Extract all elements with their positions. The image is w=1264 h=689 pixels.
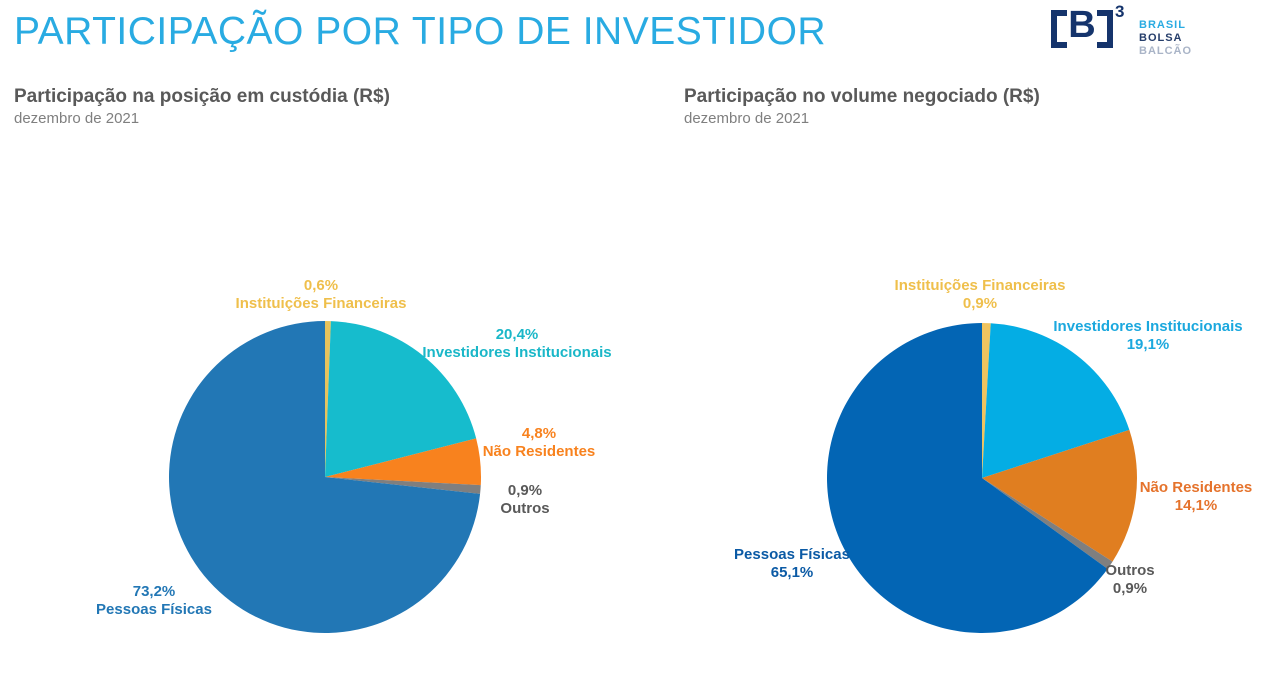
logo-word-brasil: BRASIL <box>1139 19 1186 31</box>
right-chart-subtitle: dezembro de 2021 <box>684 110 810 127</box>
pie-slice-nao-residentes <box>982 429 1137 562</box>
pie-slice-pessoas-fisicas <box>827 323 1108 633</box>
pie-slice-instituicoes-financeiras <box>325 321 331 477</box>
pie-slice-outros <box>982 478 1113 569</box>
left-chart-header: Participação na posição em custódia (R$)… <box>14 86 390 127</box>
left-chart-title: Participação na posição em custódia (R$) <box>14 86 390 107</box>
pie-slice-investidores-institucionais <box>325 321 477 477</box>
logo-word-bolsa: BOLSA <box>1139 32 1183 44</box>
b3-logo-wordmark: BRASIL BOLSA BALCÃO <box>1139 19 1192 58</box>
b3-logo-mark: B 3 <box>1051 2 1129 60</box>
pie-slice-pessoas-fisicas <box>168 321 481 633</box>
pie-slice-instituicoes-financeiras <box>982 323 991 478</box>
logo-bracket-right-icon <box>1097 10 1113 48</box>
left-chart-subtitle: dezembro de 2021 <box>14 110 140 127</box>
pie-slice-nao-residentes <box>325 438 482 486</box>
b3-logo: B 3 BRASIL BOLSA BALCÃO <box>1051 2 1192 60</box>
logo-bracket-left-icon <box>1051 10 1067 48</box>
logo-word-balcao: BALCÃO <box>1139 45 1193 57</box>
pie-slice-outros <box>325 477 481 494</box>
page-title: PARTICIPAÇÃO POR TIPO DE INVESTIDOR <box>14 10 827 53</box>
right-chart-header: Participação no volume negociado (R$) de… <box>684 86 1040 127</box>
logo-letter: B <box>1068 4 1096 46</box>
logo-superscript: 3 <box>1115 2 1125 21</box>
pie-slice-investidores-institucionais <box>982 323 1130 478</box>
right-chart-title: Participação no volume negociado (R$) <box>684 86 1040 107</box>
